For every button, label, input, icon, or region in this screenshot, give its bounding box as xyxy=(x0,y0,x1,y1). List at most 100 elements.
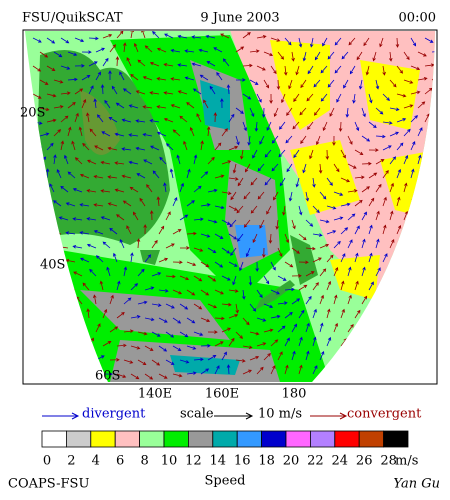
wind-arrow xyxy=(108,117,118,123)
wind-arrow xyxy=(186,289,196,296)
wind-arrow xyxy=(200,203,211,207)
wind-arrow xyxy=(159,156,167,165)
wind-arrow xyxy=(158,257,169,263)
wind-arrow xyxy=(271,163,279,172)
wind-arrow xyxy=(123,297,132,305)
wind-arrow xyxy=(107,175,118,179)
wind-arrow xyxy=(382,283,391,291)
colorbar-title: Speed xyxy=(205,474,246,489)
wind-arrow xyxy=(309,37,314,48)
wind-arrow xyxy=(235,359,246,363)
wind-arrow xyxy=(250,177,258,186)
wind-arrow xyxy=(305,191,310,202)
wind-arrow xyxy=(261,107,266,118)
wind-arrow xyxy=(228,261,238,267)
wind-arrow xyxy=(312,205,320,214)
wind-arrow xyxy=(277,325,286,333)
wind-arrow xyxy=(200,171,209,179)
colorbar-box xyxy=(114,430,140,448)
wind-arrow xyxy=(107,146,118,151)
wind-arrow xyxy=(352,93,356,104)
wind-arrow xyxy=(39,79,49,85)
wind-arrow xyxy=(95,71,101,81)
wind-arrow xyxy=(137,300,148,305)
wind-arrow xyxy=(382,170,389,179)
lon-label: 160E xyxy=(205,387,239,402)
wind-arrow xyxy=(320,93,328,102)
wind-arrow xyxy=(31,243,41,249)
colorbar-label: 0 xyxy=(43,454,51,469)
wind-arrow xyxy=(270,261,276,271)
wind-arrow xyxy=(82,142,90,151)
wind-arrow xyxy=(203,99,209,109)
wind-arrow xyxy=(242,289,246,300)
wind-arrow xyxy=(410,168,415,179)
colorbar-label: 28 xyxy=(380,454,397,469)
wind-arrow xyxy=(177,34,188,39)
wind-arrow xyxy=(410,90,421,95)
wind-arrow xyxy=(71,140,76,151)
wind-arrow xyxy=(200,233,211,238)
wind-arrow xyxy=(115,56,120,67)
wind-arrow xyxy=(214,233,224,239)
wind-arrow xyxy=(214,261,224,268)
wind-arrow xyxy=(200,317,211,323)
wind-arrow xyxy=(100,160,111,165)
wind-arrow xyxy=(396,65,404,74)
wind-arrow xyxy=(242,63,253,68)
wind-arrow xyxy=(156,77,167,81)
wind-arrow xyxy=(421,345,426,356)
wind-arrow xyxy=(229,219,237,228)
wind-arrow xyxy=(93,230,104,235)
wind-arrow xyxy=(221,160,232,165)
wind-arrow xyxy=(245,247,251,258)
wind-arrow xyxy=(214,142,222,151)
wind-arrow xyxy=(179,115,188,123)
wind-arrow xyxy=(136,238,141,249)
wind-arrow xyxy=(307,121,314,130)
wind-arrow xyxy=(326,308,331,319)
wind-arrow xyxy=(284,261,294,268)
wind-arrow xyxy=(256,366,264,375)
wind-arrow xyxy=(313,79,321,88)
wind-arrow xyxy=(312,336,317,347)
wind-arrow xyxy=(88,85,94,95)
wind-arrow xyxy=(239,261,244,272)
wind-arrow xyxy=(158,345,168,352)
wind-arrow xyxy=(312,365,318,375)
wind-arrow xyxy=(79,173,90,179)
wind-arrow xyxy=(112,252,118,263)
wind-arrow xyxy=(102,340,112,347)
colorbar-box xyxy=(163,430,189,448)
wind-arrow xyxy=(306,93,314,102)
wind-arrow xyxy=(278,149,286,158)
wind-arrow xyxy=(156,131,167,137)
wind-arrow xyxy=(368,373,378,380)
wind-arrow xyxy=(266,121,272,131)
wind-arrow xyxy=(220,33,230,39)
wind-arrow xyxy=(119,239,125,249)
wind-arrow xyxy=(228,145,239,151)
wind-arrow xyxy=(158,289,169,293)
wind-arrow xyxy=(277,51,285,60)
wind-arrow xyxy=(424,317,429,328)
wind-arrow xyxy=(329,107,335,117)
colorbar-label: 24 xyxy=(332,454,349,469)
wind-arrow xyxy=(59,299,69,305)
wind-arrow xyxy=(424,168,429,179)
wind-arrow xyxy=(102,57,109,67)
wind-arrow xyxy=(242,93,252,100)
wind-arrow xyxy=(293,93,300,103)
wind-arrow xyxy=(347,239,353,249)
wind-arrow xyxy=(191,35,202,39)
wind-arrow xyxy=(396,196,401,207)
wind-arrow xyxy=(172,317,182,324)
wind-arrow xyxy=(396,345,403,355)
wind-arrow xyxy=(333,191,344,196)
wind-arrow xyxy=(372,51,377,62)
wind-arrow xyxy=(193,247,204,252)
wind-arrow xyxy=(42,197,48,207)
wind-arrow xyxy=(410,317,418,326)
wind-arrow xyxy=(46,93,57,98)
wind-arrow xyxy=(270,314,281,319)
